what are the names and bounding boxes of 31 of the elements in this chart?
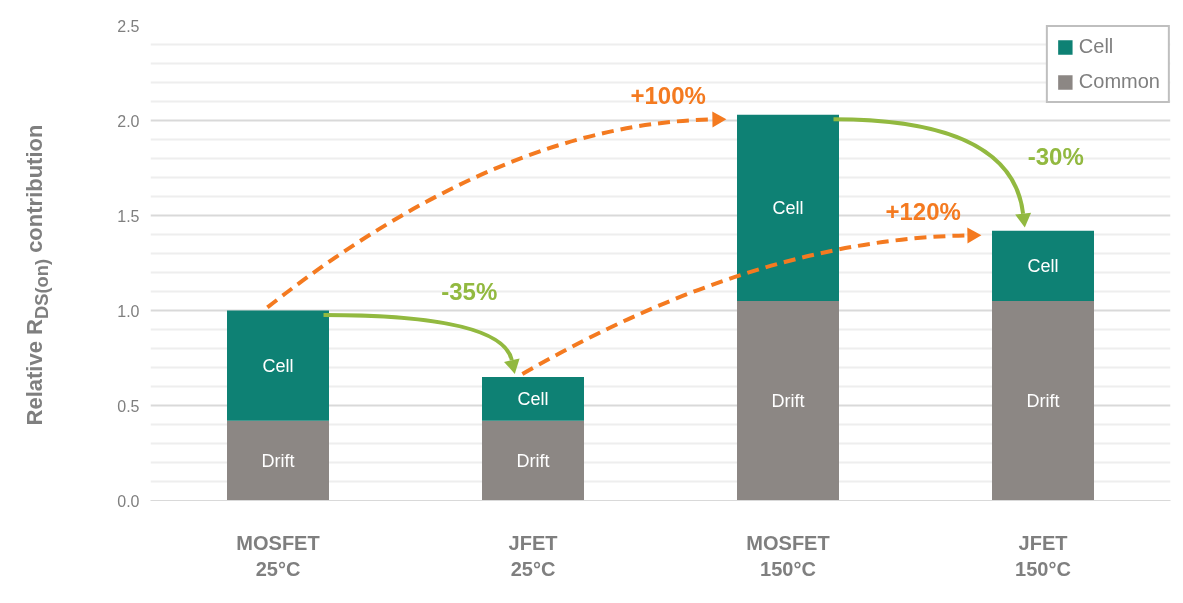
data-label: Drift [771, 390, 805, 411]
x-tick-label: JFET 25°C [508, 531, 558, 580]
bar [992, 301, 1094, 501]
data-label: Drift [261, 450, 295, 471]
legend-label: Common [1078, 70, 1160, 93]
annotation: +120% [885, 198, 961, 226]
x-tick-label: MOSFET 150°C [746, 531, 830, 580]
x-tick-label: MOSFET 25°C [236, 531, 320, 580]
annotation: -30% [1027, 143, 1084, 171]
x-tick-label: JFET 150°C [1015, 531, 1071, 580]
y-tick-label: 0.0 [117, 492, 140, 510]
data-label: Cell [772, 197, 804, 218]
y-tick-label: 1.5 [117, 207, 140, 225]
data-label: Drift [516, 450, 550, 471]
bar [992, 230, 1094, 301]
data-label: Cell [517, 388, 549, 409]
annotation: -35% [441, 278, 498, 305]
y-tick-label: 0.5 [117, 397, 140, 415]
y-tick-label: 1.0 [117, 302, 140, 320]
y-tick-label: 2.5 [117, 17, 140, 35]
legend-label: Cell [1078, 35, 1114, 58]
bar [482, 420, 584, 501]
data-label: Cell [262, 355, 294, 376]
y-tick-label: 2.0 [117, 112, 140, 130]
bar [737, 301, 839, 501]
bar [227, 310, 329, 421]
annotation: +100% [630, 82, 706, 110]
bar [227, 420, 329, 501]
data-label: Drift [1026, 390, 1060, 411]
bar [482, 377, 584, 421]
data-label: Cell [1027, 255, 1059, 276]
